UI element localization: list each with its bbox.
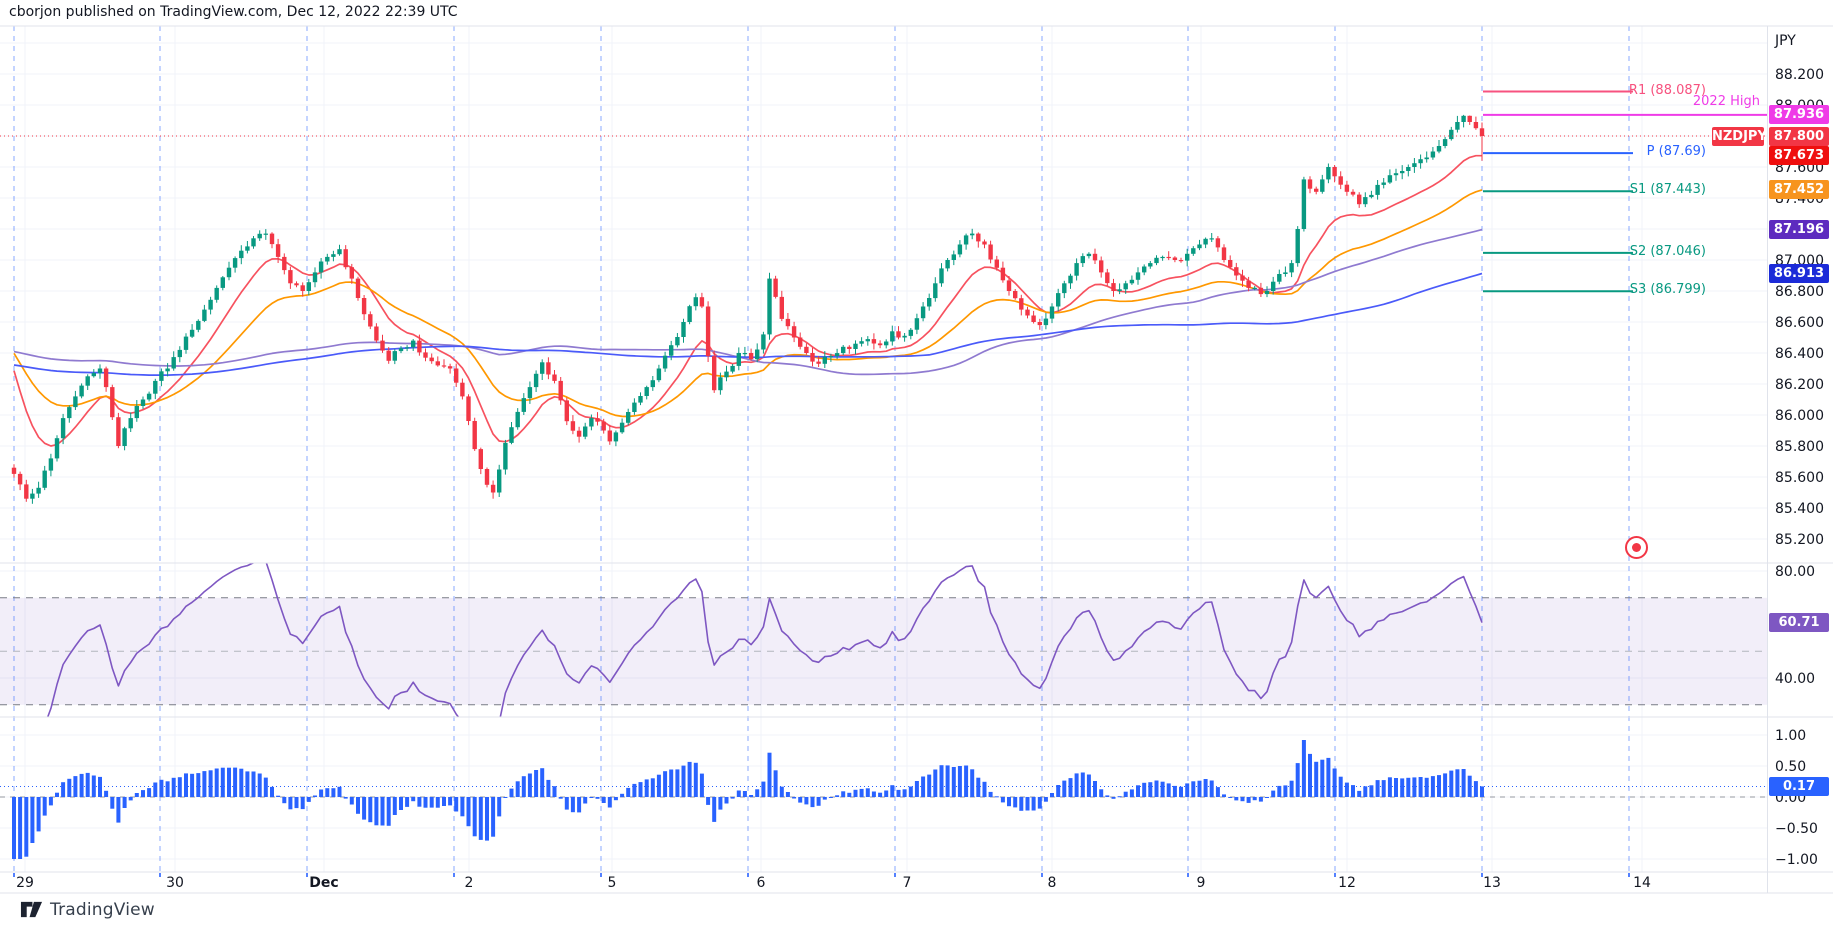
svg-text:−1.00: −1.00 — [1775, 852, 1818, 868]
price-badge-ma-fast-value: 87.673 — [1769, 146, 1829, 166]
svg-text:88.200: 88.200 — [1775, 67, 1824, 83]
svg-text:85.800: 85.800 — [1775, 439, 1824, 455]
pivot-lines — [1483, 90, 1767, 293]
svg-text:30: 30 — [166, 875, 184, 891]
svg-text:85.200: 85.200 — [1775, 532, 1824, 548]
histogram-bars — [12, 740, 1484, 859]
point-marker-icon — [1625, 536, 1648, 559]
svg-text:86.600: 86.600 — [1775, 315, 1824, 331]
svg-text:86.200: 86.200 — [1775, 377, 1824, 393]
symbol-price-label: NZDJPY — [1712, 126, 1767, 146]
svg-text:Dec: Dec — [309, 875, 338, 891]
svg-text:86.800: 86.800 — [1775, 284, 1824, 300]
svg-text:40.00: 40.00 — [1775, 671, 1815, 687]
candles-layer — [11, 114, 1485, 504]
svg-text:9: 9 — [1197, 875, 1206, 891]
session-break-lines — [13, 26, 1630, 872]
ma-slow-line — [13, 228, 1483, 376]
published-attribution: cborjon published on TradingView.com, De… — [9, 4, 458, 20]
svg-text:80.00: 80.00 — [1775, 564, 1815, 580]
pivot-label-s3: S3 (86.799) — [1629, 282, 1706, 298]
price-badge-ma-long-value: 86.913 — [1769, 263, 1829, 283]
svg-text:8: 8 — [1048, 875, 1057, 891]
price-badge-ma-medium-value: 87.452 — [1769, 180, 1829, 200]
svg-text:13: 13 — [1483, 875, 1501, 891]
rsi-badge: 60.71 — [1769, 613, 1829, 633]
svg-text:85.400: 85.400 — [1775, 501, 1824, 517]
svg-text:86.400: 86.400 — [1775, 346, 1824, 362]
panel-separators — [0, 25, 1833, 894]
svg-text:85.600: 85.600 — [1775, 470, 1824, 486]
currency-axis-label: JPY — [1775, 33, 1796, 49]
time-axis[interactable]: 29 30 Dec 2 5 6 7 8 9 12 13 14 — [13, 873, 1651, 891]
tradingview-logo-text: TradingView — [50, 899, 155, 920]
svg-text:14: 14 — [1633, 875, 1651, 891]
rsi-line — [46, 563, 1483, 717]
pivot-label-r1: R1 (88.087) — [1628, 82, 1706, 98]
price-badge-last-price: 87.800 — [1769, 126, 1829, 146]
price-badge-year-high-value: 87.936 — [1769, 105, 1829, 125]
svg-text:12: 12 — [1338, 875, 1356, 891]
svg-text:0.50: 0.50 — [1775, 759, 1806, 775]
svg-text:5: 5 — [608, 875, 617, 891]
ma-long-line — [13, 272, 1483, 376]
svg-text:29: 29 — [16, 875, 34, 891]
svg-text:−0.50: −0.50 — [1775, 821, 1818, 837]
svg-text:6: 6 — [757, 875, 766, 891]
histogram-badge: 0.17 — [1769, 776, 1829, 796]
ma-medium-line — [13, 189, 1483, 418]
pivot-label-s2: S2 (87.046) — [1629, 243, 1706, 259]
point-marker-dot — [1632, 543, 1641, 552]
svg-text:2: 2 — [465, 875, 474, 891]
year-high-label: 2022 High — [1692, 93, 1760, 109]
svg-text:1.00: 1.00 — [1775, 728, 1806, 744]
tradingview-logo[interactable]: TradingView — [20, 898, 155, 921]
price-badge-ma-slow-value: 87.196 — [1769, 220, 1829, 240]
svg-text:86.000: 86.000 — [1775, 408, 1824, 424]
pivot-label-p: P (87.69) — [1646, 144, 1706, 160]
tradingview-logo-icon — [20, 901, 43, 918]
svg-text:7: 7 — [903, 875, 912, 891]
pivot-label-s1: S1 (87.443) — [1629, 182, 1706, 198]
